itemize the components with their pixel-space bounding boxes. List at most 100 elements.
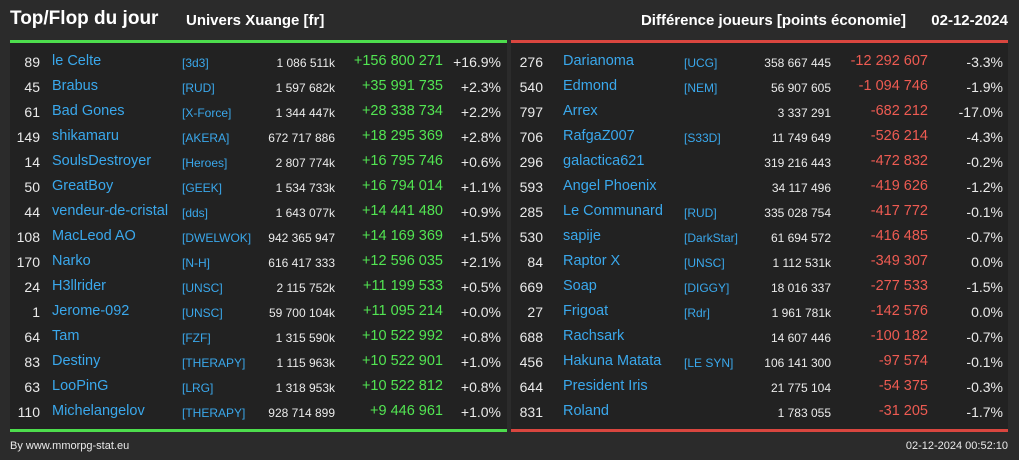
points-difference: +16 794 014 <box>361 178 443 194</box>
player-name-link[interactable]: President Iris <box>563 378 648 394</box>
player-name-link[interactable]: Darianoma <box>563 53 634 69</box>
player-name-link[interactable]: RafgaZ007 <box>563 128 635 144</box>
points-difference: +156 800 271 <box>353 53 443 69</box>
top-list: 89 le Celte [3d3] 1 086 511k +156 800 271 +16… <box>10 50 507 425</box>
player-rank: 27 <box>527 304 543 320</box>
player-name-link[interactable]: galactica621 <box>563 153 645 169</box>
player-points: 672 717 886 <box>268 131 335 145</box>
table-row: 688 Rachsark 14 607 446 -100 182 -0.7% <box>511 325 1008 350</box>
alliance-link[interactable]: [UNSC] <box>684 256 725 270</box>
table-row: 540 Edmond [NEM] 56 907 605 -1 094 746 -1.9% <box>511 75 1008 100</box>
player-name-link[interactable]: LooPinG <box>52 378 109 394</box>
player-name-link[interactable]: le Celte <box>52 53 102 69</box>
alliance-link[interactable]: [DWELWOK] <box>182 231 252 245</box>
points-difference: -1 094 746 <box>858 78 928 94</box>
percent-change: +1.0% <box>460 354 501 370</box>
player-rank: 110 <box>17 404 40 420</box>
player-points: 21 775 104 <box>770 381 831 395</box>
table-row: 84 Raptor X [UNSC] 1 112 531k -349 307 0.0% <box>511 250 1008 275</box>
player-points: 1 315 590k <box>275 331 335 345</box>
player-name-link[interactable]: Michelangelov <box>52 403 145 419</box>
player-rank: 45 <box>24 79 40 95</box>
alliance-link[interactable]: [3d3] <box>182 56 209 70</box>
percent-change: -1.7% <box>966 404 1003 420</box>
points-difference: +11 095 214 <box>363 303 443 319</box>
table-row: 50 GreatBoy [GEEK] 1 534 733k +16 794 014 +1.… <box>10 175 507 200</box>
alliance-link[interactable]: [GEEK] <box>182 181 223 195</box>
points-difference: +28 338 734 <box>361 103 443 119</box>
points-difference: +12 596 035 <box>361 253 443 269</box>
alliance-link[interactable]: [RUD] <box>684 206 717 220</box>
player-name-link[interactable]: Brabus <box>52 78 98 94</box>
player-points: 56 907 605 <box>770 81 831 95</box>
alliance-link[interactable]: [dds] <box>182 206 209 220</box>
alliance-link[interactable]: [UCG] <box>684 56 718 70</box>
percent-change: -0.3% <box>966 379 1003 395</box>
player-name-link[interactable]: sapije <box>563 228 601 244</box>
alliance-link[interactable]: [N-H] <box>182 256 210 270</box>
table-row: 27 Frigoat [Rdr] 1 961 781k -142 576 0.0% <box>511 300 1008 325</box>
points-difference: -100 182 <box>870 328 928 344</box>
player-name-link[interactable]: Arrex <box>563 103 598 119</box>
alliance-link[interactable]: [FZF] <box>182 331 211 345</box>
player-points: 1 643 077k <box>275 206 335 220</box>
points-difference: -526 214 <box>870 128 928 144</box>
player-name-link[interactable]: Rachsark <box>563 328 625 344</box>
player-name-link[interactable]: shikamaru <box>52 128 119 144</box>
player-name-link[interactable]: H3llrider <box>52 278 106 294</box>
player-name-link[interactable]: GreatBoy <box>52 178 114 194</box>
player-name-link[interactable]: MacLeod AO <box>52 228 136 244</box>
alliance-link[interactable]: [RUD] <box>182 81 215 95</box>
alliance-link[interactable]: [LE SYN] <box>684 356 734 370</box>
player-rank: 831 <box>519 404 543 420</box>
alliance-link[interactable]: [THERAPY] <box>182 356 246 370</box>
player-name-link[interactable]: Tam <box>52 328 80 344</box>
points-difference: +16 795 746 <box>361 153 443 169</box>
points-difference: +14 441 480 <box>361 203 443 219</box>
player-name-link[interactable]: Frigoat <box>563 303 609 319</box>
alliance-link[interactable]: [LRG] <box>182 381 214 395</box>
player-name-link[interactable]: Hakuna Matata <box>563 353 662 369</box>
player-name-link[interactable]: Roland <box>563 403 609 419</box>
alliance-link[interactable]: [NEM] <box>684 81 718 95</box>
percent-change: +0.9% <box>460 204 501 220</box>
points-difference: -417 772 <box>870 203 928 219</box>
percent-change: -0.1% <box>966 204 1003 220</box>
table-row: 456 Hakuna Matata [LE SYN] 106 141 300 -97 5… <box>511 350 1008 375</box>
player-name-link[interactable]: Jerome-092 <box>52 303 130 319</box>
alliance-link[interactable]: [DarkStar] <box>684 231 739 245</box>
alliance-link[interactable]: [DIGGY] <box>684 281 730 295</box>
player-points: 319 216 443 <box>764 156 831 170</box>
points-difference: -277 533 <box>870 278 928 294</box>
player-name-link[interactable]: Edmond <box>563 78 618 94</box>
table-row: 530 sapije [DarkStar] 61 694 572 -416 485 -0.… <box>511 225 1008 250</box>
player-name-link[interactable]: Le Communard <box>563 203 663 219</box>
points-difference: -97 574 <box>878 353 928 369</box>
alliance-link[interactable]: [UNSC] <box>182 306 223 320</box>
footer-timestamp: 02-12-2024 00:52:10 <box>905 440 1008 452</box>
percent-change: +0.6% <box>460 154 501 170</box>
alliance-link[interactable]: [AKERA] <box>182 131 230 145</box>
player-points: 3 337 291 <box>777 106 831 120</box>
date-label: 02-12-2024 <box>931 12 1008 29</box>
alliance-link[interactable]: [S33D] <box>684 131 721 145</box>
alliance-link[interactable]: [THERAPY] <box>182 406 246 420</box>
alliance-link[interactable]: [UNSC] <box>182 281 223 295</box>
player-name-link[interactable]: vendeur-de-cristal <box>52 203 169 219</box>
points-difference: -12 292 607 <box>850 53 928 69</box>
alliance-link[interactable]: [Heroes] <box>182 156 228 170</box>
points-difference: +10 522 812 <box>361 378 443 394</box>
player-name-link[interactable]: Destiny <box>52 353 101 369</box>
player-name-link[interactable]: SoulsDestroyer <box>52 153 152 169</box>
player-name-link[interactable]: Raptor X <box>563 253 621 269</box>
percent-change: -0.2% <box>966 154 1003 170</box>
player-name-link[interactable]: Bad Gones <box>52 103 125 119</box>
alliance-link[interactable]: [Rdr] <box>684 306 711 320</box>
alliance-link[interactable]: [X-Force] <box>182 106 232 120</box>
player-name-link[interactable]: Soap <box>563 278 597 294</box>
table-row: 44 vendeur-de-cristal [dds] 1 643 077k +14 4… <box>10 200 507 225</box>
player-rank: 276 <box>519 54 543 70</box>
player-name-link[interactable]: Angel Phoenix <box>563 178 657 194</box>
percent-change: +0.8% <box>460 379 501 395</box>
player-name-link[interactable]: Narko <box>52 253 91 269</box>
